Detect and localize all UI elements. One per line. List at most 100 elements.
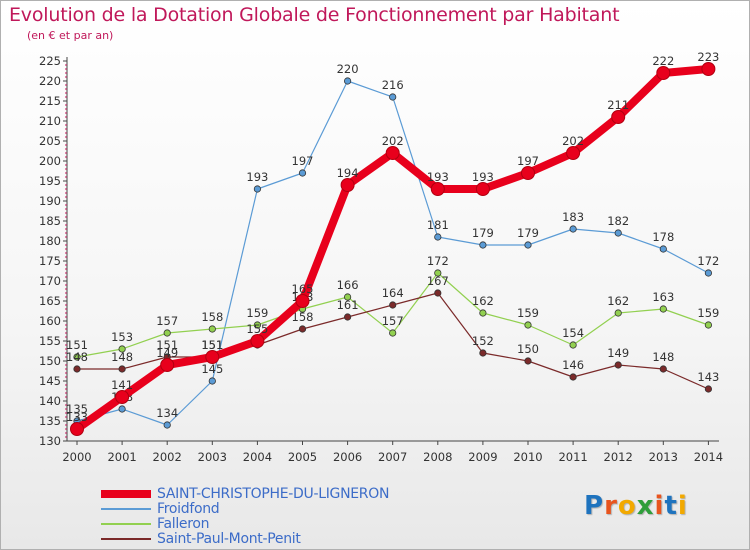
data-point-saint-paul-mont-penit	[479, 349, 487, 357]
data-point-saint-christophe-du-ligneron	[160, 358, 175, 372]
y-tick-label: 190	[39, 194, 61, 208]
data-point-saint-christophe-du-ligneron	[205, 350, 220, 364]
data-point-saint-paul-mont-penit	[298, 325, 307, 333]
data-point-saint-christophe-du-ligneron	[521, 166, 535, 180]
data-label-saint-paul-mont-penit: 143	[697, 370, 719, 384]
data-point-falleron	[389, 329, 397, 337]
x-tick-label: 2010	[513, 450, 542, 464]
data-point-froidfond	[434, 233, 442, 241]
logo-letter: i	[654, 491, 665, 521]
data-label-falleron: 172	[427, 254, 449, 268]
data-point-falleron	[163, 329, 171, 337]
logo-letter: o	[617, 491, 637, 521]
data-point-falleron	[343, 293, 352, 301]
x-tick-label: 2006	[333, 450, 362, 464]
data-label-falleron: 151	[66, 338, 88, 352]
data-point-froidfond	[163, 421, 171, 429]
data-label-falleron: 159	[697, 306, 719, 320]
y-tick-label: 150	[39, 354, 61, 368]
legend-item-saint-christophe-du-ligneron: SAINT-CHRISTOPHE-DU-LIGNERON	[101, 485, 390, 502]
legend-label: Saint-Paul-Mont-Penit	[157, 530, 301, 547]
logo-letter: x	[636, 491, 655, 521]
data-label-falleron: 159	[246, 306, 268, 320]
chart-subtitle: (en € et par an)	[27, 29, 114, 42]
data-point-saint-christophe-du-ligneron	[611, 110, 626, 124]
y-tick-label: 170	[39, 274, 61, 288]
data-point-froidfond	[118, 405, 126, 413]
y-tick-label: 175	[39, 254, 61, 268]
data-label-saint-christophe-du-ligneron: 211	[607, 98, 629, 112]
legend-item-saint-paul-mont-penit: Saint-Paul-Mont-Penit	[101, 530, 389, 547]
data-point-saint-christophe-du-ligneron	[250, 334, 265, 348]
legend-label: Froidfond	[157, 500, 220, 517]
data-label-saint-christophe-du-ligneron: 197	[517, 154, 539, 168]
x-tick-label: 2013	[649, 450, 678, 464]
x-tick-label: 2012	[604, 450, 633, 464]
data-point-falleron	[253, 321, 261, 329]
data-label-falleron: 158	[201, 310, 223, 324]
y-tick-label: 185	[39, 214, 61, 228]
data-point-saint-christophe-du-ligneron	[430, 182, 445, 196]
legend-swatch	[101, 537, 151, 540]
y-tick-label: 135	[39, 414, 61, 428]
data-label-saint-paul-mont-penit: 150	[517, 342, 539, 356]
y-tick-label: 145	[39, 374, 61, 388]
data-label-saint-christophe-du-ligneron: 133	[66, 410, 88, 424]
x-tick-label: 2007	[378, 450, 407, 464]
data-point-saint-paul-mont-penit	[704, 385, 713, 393]
data-point-falleron	[704, 321, 713, 329]
data-label-saint-christophe-du-ligneron: 165	[292, 282, 314, 296]
data-label-froidfond: 193	[246, 170, 268, 184]
data-label-saint-christophe-du-ligneron: 141	[111, 378, 133, 392]
y-tick-label: 195	[39, 174, 61, 188]
data-point-falleron	[479, 309, 487, 317]
data-point-saint-christophe-du-ligneron	[475, 182, 490, 196]
data-label-saint-christophe-du-ligneron: 193	[427, 170, 449, 184]
data-label-saint-paul-mont-penit: 158	[292, 310, 314, 324]
data-label-froidfond: 220	[337, 62, 359, 76]
legend-swatch	[101, 507, 151, 510]
x-tick-label: 2005	[288, 450, 317, 464]
data-point-falleron	[73, 353, 81, 361]
data-point-saint-christophe-du-ligneron	[115, 390, 130, 404]
data-point-froidfond	[298, 169, 307, 177]
data-label-falleron: 166	[337, 278, 359, 292]
logo-letter: i	[677, 491, 688, 521]
data-label-saint-christophe-du-ligneron: 194	[337, 166, 359, 180]
data-label-froidfond: 182	[607, 214, 629, 228]
data-point-falleron	[118, 345, 126, 353]
y-tick-label: 140	[39, 394, 61, 408]
data-point-saint-christophe-du-ligneron	[70, 422, 84, 436]
data-label-falleron: 162	[607, 294, 629, 308]
data-label-saint-paul-mont-penit: 151	[156, 338, 178, 352]
data-label-saint-paul-mont-penit: 151	[201, 338, 223, 352]
data-point-falleron	[434, 269, 442, 277]
data-label-falleron: 154	[562, 326, 584, 340]
y-tick-label: 200	[39, 154, 61, 168]
data-label-saint-christophe-du-ligneron: 151	[201, 338, 223, 352]
data-label-froidfond: 197	[292, 154, 314, 168]
data-point-saint-christophe-du-ligneron	[701, 62, 716, 76]
data-point-saint-paul-mont-penit	[343, 313, 352, 321]
data-label-saint-paul-mont-penit: 161	[337, 298, 359, 312]
data-label-saint-paul-mont-penit: 164	[382, 286, 404, 300]
data-label-falleron: 163	[652, 290, 674, 304]
x-tick-label: 2004	[243, 450, 272, 464]
data-point-saint-christophe-du-ligneron	[340, 178, 355, 192]
legend-label: SAINT-CHRISTOPHE-DU-LIGNERON	[157, 485, 390, 502]
data-point-saint-paul-mont-penit	[524, 357, 532, 365]
data-label-froidfond: 145	[201, 362, 223, 376]
data-point-froidfond	[253, 185, 261, 193]
data-label-falleron: 157	[382, 314, 404, 328]
data-label-falleron: 157	[156, 314, 178, 328]
legend-item-froidfond: Froidfond	[101, 500, 389, 517]
data-point-froidfond	[524, 241, 532, 249]
data-label-froidfond: 179	[472, 226, 494, 240]
x-tick-label: 2003	[198, 450, 227, 464]
data-label-saint-christophe-du-ligneron: 193	[472, 170, 494, 184]
data-point-saint-christophe-du-ligneron	[656, 66, 671, 80]
data-label-froidfond: 172	[697, 254, 719, 268]
chart-title: Evolution de la Dotation Globale de Fonc…	[9, 4, 620, 26]
logo-letter: P	[584, 491, 605, 521]
